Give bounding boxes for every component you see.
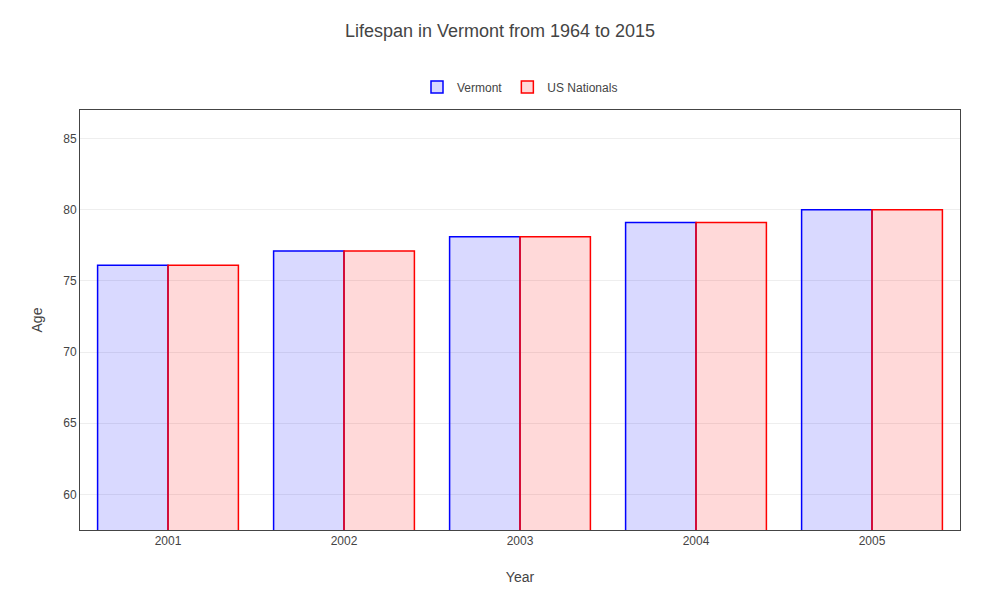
svg-text:2004: 2004 (683, 534, 710, 548)
svg-text:Lifespan in Vermont from 1964: Lifespan in Vermont from 1964 to 2015 (345, 21, 655, 41)
svg-text:2002: 2002 (331, 534, 358, 548)
svg-text:75: 75 (63, 274, 77, 288)
svg-text:US Nationals: US Nationals (547, 81, 617, 95)
svg-text:Age: Age (29, 307, 45, 332)
svg-text:2003: 2003 (507, 534, 534, 548)
svg-text:Year: Year (506, 569, 535, 585)
svg-text:80: 80 (63, 203, 77, 217)
svg-text:2001: 2001 (155, 534, 182, 548)
svg-text:65: 65 (63, 416, 77, 430)
svg-text:85: 85 (63, 132, 77, 146)
svg-text:60: 60 (63, 488, 77, 502)
svg-text:2005: 2005 (859, 534, 886, 548)
svg-text:Vermont: Vermont (457, 81, 502, 95)
svg-text:70: 70 (63, 345, 77, 359)
